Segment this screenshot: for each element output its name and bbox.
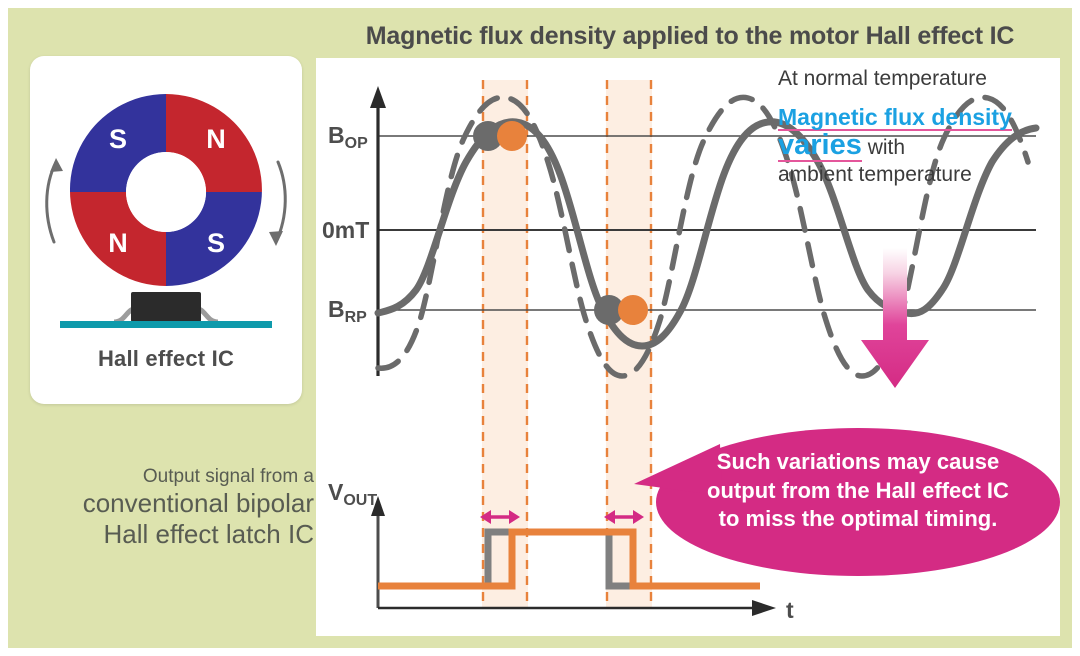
callout-line-3: to miss the optimal timing. xyxy=(718,506,998,532)
legend-highlight-varies: varies xyxy=(778,129,862,163)
callout-line-1: Such variations may cause xyxy=(716,449,1000,474)
timing-error-arrow-2 xyxy=(604,510,644,524)
callout-bubble xyxy=(628,426,1060,583)
hall-ic-caption: Hall effect IC xyxy=(97,346,235,371)
down-arrow-icon xyxy=(855,248,935,405)
axis-label-bop: BOP xyxy=(328,122,368,152)
callout-text: Such variations may cause output from th… xyxy=(662,448,1054,534)
magnet-hub xyxy=(126,152,206,232)
axis-label-brp: BRP xyxy=(328,296,367,326)
magnet-card: S N N S xyxy=(30,56,302,404)
caption-line-2: conventional bipolar xyxy=(82,488,314,519)
time-axis-arrowhead xyxy=(752,600,776,616)
chart-svg: BOP 0mT BRP VOUT t xyxy=(322,80,1040,623)
magnet-pole-label-s-topleft: S xyxy=(109,124,127,154)
rotation-arrow-right-icon xyxy=(269,160,287,246)
axis-label-vout: VOUT xyxy=(328,479,377,509)
time-axis-label: t xyxy=(786,597,794,623)
hall-ic-component-icon xyxy=(60,292,272,328)
marker-bop-solid xyxy=(497,121,527,151)
marker-brp-solid xyxy=(618,295,648,325)
legend-line-ambient-temperature: ambient temperature xyxy=(778,163,972,187)
magnet-pole-label-n-bottomleft: N xyxy=(108,228,128,258)
marker-bop-dashed xyxy=(473,121,503,151)
pcb-board xyxy=(60,321,272,328)
page-title: Magnetic flux density applied to the mot… xyxy=(365,22,1015,50)
caption-line-1: Output signal from a xyxy=(142,466,314,487)
legend-text-block: At normal temperature Magnetic flux dens… xyxy=(778,66,1068,189)
callout-line-2: output from the Hall effect IC xyxy=(707,477,1009,503)
ring-magnet-diagram: S N N S xyxy=(30,56,302,346)
magnet-pole-label-s-bottomright: S xyxy=(207,228,225,258)
timing-error-arrow-1 xyxy=(480,510,520,524)
bfield-curve-varied-temperature xyxy=(375,94,1031,379)
legend-highlight-magnetic-flux-density: Magnetic flux density xyxy=(778,103,1012,132)
output-signal-caption: Output signal from a conventional bipola… xyxy=(18,466,314,550)
magnet-pole-label-n-topright: N xyxy=(206,124,226,154)
legend-tail-with: with xyxy=(861,136,906,160)
rotation-arrow-left-icon xyxy=(45,158,63,244)
legend-highlight-2-row: varies with xyxy=(778,129,1068,163)
legend-highlight-1-row: Magnetic flux density xyxy=(778,103,1068,132)
vout-trace-varied-temperature xyxy=(378,528,760,590)
b-axis-arrowhead xyxy=(370,86,386,108)
vout-axis-arrowhead xyxy=(371,496,385,516)
axis-label-zero: 0mT xyxy=(322,217,369,243)
caption-line-3: Hall effect latch IC xyxy=(103,519,314,550)
marker-brp-dashed xyxy=(594,295,624,325)
legend-line-normal-temperature: At normal temperature xyxy=(778,67,987,90)
